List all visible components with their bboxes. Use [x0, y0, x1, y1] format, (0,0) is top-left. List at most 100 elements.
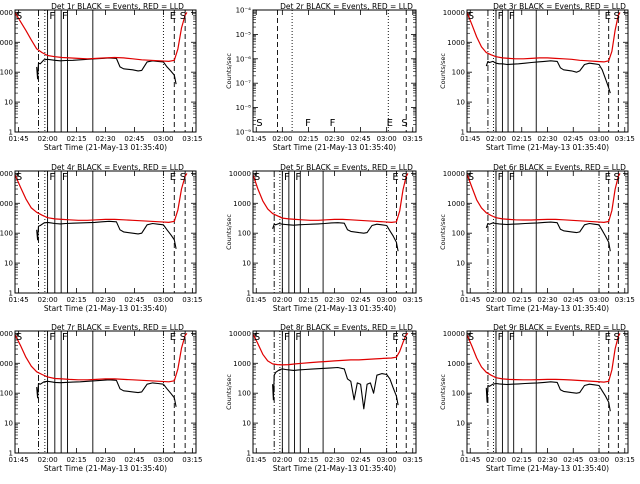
- x-tick-label: 02:15: [512, 456, 532, 464]
- plot-frame: [14, 330, 197, 454]
- x-tick-label: 02:45: [124, 135, 144, 143]
- y-tick-label: 10000: [443, 170, 465, 178]
- y-tick-label: 10⁻⁷: [236, 80, 252, 88]
- y-tick-label: 100: [452, 230, 465, 238]
- panel-det-4: Det 4r BLACK = Events, RED = LLD 1 10 100 10…: [0, 163, 202, 313]
- x-axis-label: Start Time (21-May-13 01:35:40): [273, 304, 396, 313]
- x-tick-label: 02:45: [350, 296, 370, 304]
- x-tick-label: 02:00: [272, 456, 292, 464]
- marker-f: F: [284, 172, 290, 183]
- x-tick-label: 02:30: [324, 456, 344, 464]
- marker-s: S: [614, 11, 620, 22]
- marker-e: E: [387, 118, 393, 129]
- x-tick-label: 03:00: [377, 135, 397, 143]
- marker-e: E: [605, 172, 611, 183]
- marker-s: S: [468, 172, 474, 183]
- series-lld: [252, 332, 409, 366]
- panel-det-8: Det 8r BLACK = Events, RED = LLD 1 10 100 10…: [225, 323, 423, 473]
- plot-frame: [252, 170, 417, 294]
- marker-s: S: [401, 118, 407, 129]
- x-tick-label: 02:00: [486, 456, 506, 464]
- y-axis-label: Counts/sec: [439, 374, 447, 410]
- panel-det-9: Det 9r BLACK = Events, RED = LLD 1 10 100 10…: [439, 323, 635, 473]
- y-tick-label: 100: [452, 69, 465, 77]
- x-tick-label: 03:00: [153, 296, 173, 304]
- marker-s: S: [16, 332, 22, 343]
- y-tick-label: 1000: [0, 39, 13, 47]
- marker-s: S: [16, 11, 22, 22]
- x-tick-label: 03:00: [377, 296, 397, 304]
- x-tick-label: 02:00: [37, 456, 57, 464]
- marker-f: F: [62, 172, 68, 183]
- x-tick-label: 01:45: [460, 456, 480, 464]
- y-tick-label: 1000: [0, 360, 13, 368]
- series-events: [36, 220, 177, 249]
- series-events: [272, 366, 399, 410]
- marker-f: F: [295, 332, 301, 343]
- x-tick-label: 03:15: [182, 135, 202, 143]
- y-tick-label: 1: [461, 290, 465, 298]
- marker-f: F: [62, 332, 68, 343]
- x-tick-label: 01:45: [9, 456, 29, 464]
- marker-f: F: [284, 332, 290, 343]
- x-tick-label: 03:00: [589, 296, 609, 304]
- x-tick-label: 03:00: [153, 135, 173, 143]
- marker-s: S: [256, 118, 262, 129]
- series-events: [272, 222, 399, 252]
- series-events: [36, 57, 177, 85]
- y-tick-label: 1000: [447, 360, 465, 368]
- y-tick-label: 1: [9, 290, 13, 298]
- marker-s: S: [614, 332, 620, 343]
- y-tick-label: 10: [4, 99, 13, 107]
- x-tick-label: 02:45: [563, 135, 583, 143]
- marker-f: F: [295, 172, 301, 183]
- plot-frame: [466, 9, 629, 133]
- y-tick-label: 10: [4, 260, 13, 268]
- y-tick-label: 10000: [443, 9, 465, 17]
- marker-e: E: [605, 11, 611, 22]
- x-tick-label: 02:30: [95, 456, 115, 464]
- marker-e: E: [392, 332, 398, 343]
- panel-title: Det 3r BLACK = Events, RED = LLD: [493, 2, 626, 11]
- marker-e: E: [170, 332, 176, 343]
- marker-f: F: [49, 11, 55, 22]
- x-tick-label: 02:45: [563, 456, 583, 464]
- x-tick-label: 03:15: [403, 296, 423, 304]
- x-axis-label: Start Time (21-May-13 01:35:40): [486, 304, 609, 313]
- x-tick-label: 03:15: [403, 135, 423, 143]
- x-tick-label: 02:00: [37, 135, 57, 143]
- y-axis-label: Counts/sec: [225, 374, 233, 410]
- x-tick-label: 02:30: [537, 296, 557, 304]
- marker-f: F: [49, 172, 55, 183]
- x-axis-label: Start Time (21-May-13 01:35:40): [486, 143, 609, 152]
- x-tick-label: 02:15: [298, 456, 318, 464]
- y-axis-label: Counts/sec: [225, 53, 233, 89]
- plot-frame: [252, 330, 417, 454]
- panel-det-2: Det 2r BLACK = Events, RED = LLD 10⁻⁹ 10⁻⁸…: [225, 2, 423, 152]
- y-tick-label: 1000: [0, 200, 13, 208]
- x-tick-label: 03:15: [403, 456, 423, 464]
- y-tick-label: 10⁻⁴: [236, 7, 252, 15]
- y-tick-label: 10: [242, 420, 251, 428]
- marker-s: S: [254, 332, 260, 343]
- plot-frame: [466, 170, 629, 294]
- series-events: [485, 60, 611, 94]
- marker-f: F: [498, 172, 504, 183]
- panel-title: Det 1r BLACK = Events, RED = LLD: [51, 2, 184, 11]
- x-axis-label: Start Time (21-May-13 01:35:40): [44, 143, 167, 152]
- y-tick-label: 10: [456, 420, 465, 428]
- y-tick-label: 10000: [229, 330, 251, 338]
- marker-s: S: [180, 332, 186, 343]
- panel-title: Det 4r BLACK = Events, RED = LLD: [51, 163, 184, 172]
- marker-e: E: [170, 172, 176, 183]
- y-tick-label: 1000: [233, 200, 251, 208]
- y-tick-label: 100: [0, 230, 13, 238]
- marker-e: E: [605, 332, 611, 343]
- series-lld: [14, 333, 188, 383]
- series-events: [36, 379, 177, 407]
- panel-det-3: Det 3r BLACK = Events, RED = LLD 1 10 100 10…: [439, 2, 635, 152]
- y-tick-label: 100: [452, 390, 465, 398]
- x-tick-label: 02:15: [66, 135, 86, 143]
- x-tick-label: 01:45: [246, 135, 266, 143]
